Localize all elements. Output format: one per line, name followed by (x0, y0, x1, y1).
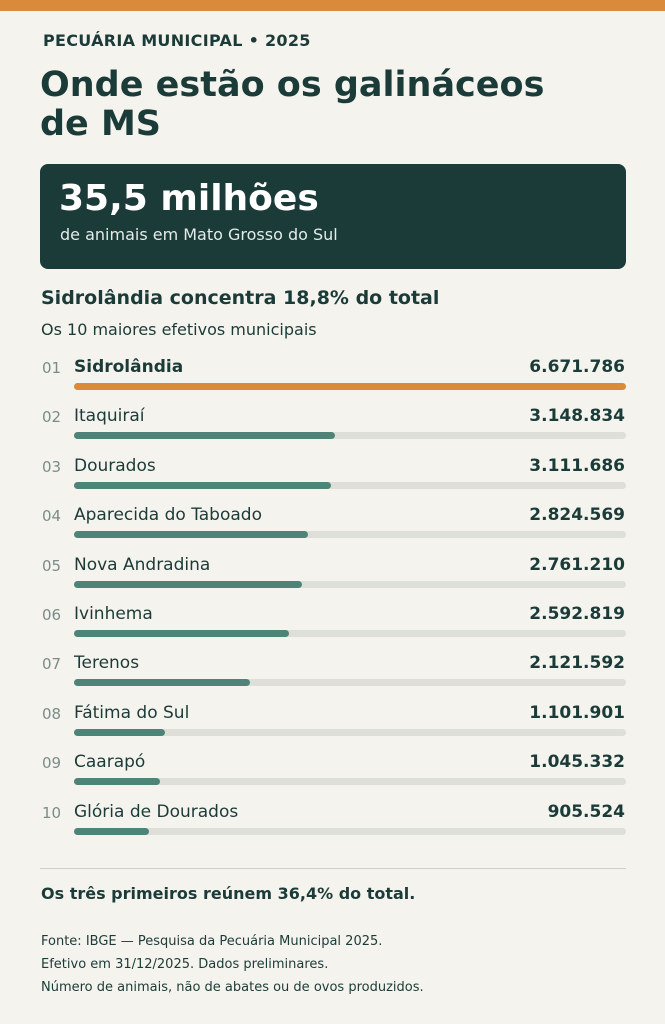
data-label: 2.121.592 (529, 653, 625, 674)
chart-subtitle: Os 10 maiores efetivos municipais (41, 320, 317, 339)
bar-row: 03 Dourados 3.111.686 (0, 455, 665, 502)
data-label: 2.761.210 (529, 554, 625, 575)
category-label: Ivinhema (74, 604, 153, 624)
bar-row: 07 Terenos 2.121.592 (0, 653, 665, 699)
hero-label: de animais em Mato Grosso do Sul (60, 225, 338, 244)
rank-label: 02 (42, 408, 62, 427)
bar-track (74, 827, 626, 835)
chart-title: Sidrolândia concentra 18,8% do total (41, 287, 440, 309)
bar-track (74, 580, 626, 588)
bar-track (74, 432, 626, 440)
hero-value: 35,5 milhões (59, 178, 319, 219)
bar-row: 09 Caarapó 1.045.332 (0, 752, 665, 798)
bar-track (74, 531, 626, 539)
footer-notes: Fonte: IBGE — Pesquisa da Pecuária Munic… (41, 930, 424, 999)
bar (74, 531, 308, 539)
footer-unit: Número de animais, não de abates ou de o… (41, 980, 424, 995)
bar-row: 02 Itaquiraí 3.148.834 (0, 406, 665, 452)
bar-row: 04 Aparecida do Taboado 2.824.569 (0, 505, 665, 551)
category-label: Fátima do Sul (74, 702, 190, 723)
bar-track (74, 778, 626, 786)
bar-row: 05 Nova Andradina 2.761.210 (0, 554, 665, 601)
rank-label: 01 (42, 359, 62, 377)
data-label: 3.148.834 (529, 406, 625, 427)
category-label: Dourados (74, 455, 156, 476)
bar-track (74, 481, 626, 489)
category-label: Terenos (74, 653, 140, 674)
category-label: Itaquiraí (74, 406, 145, 427)
bar-track (74, 679, 626, 687)
data-label: 1.101.901 (529, 702, 625, 723)
data-label: 6.671.786 (529, 357, 625, 377)
data-label: 2.592.819 (529, 604, 625, 624)
rank-label: 07 (42, 655, 62, 674)
rank-label: 03 (42, 457, 62, 476)
rank-label: 05 (42, 556, 62, 575)
category-label: Aparecida do Taboado (74, 505, 262, 526)
divider (40, 868, 626, 869)
rank-label: 09 (42, 754, 62, 773)
bar (74, 679, 250, 687)
bar-row: 08 Fátima do Sul 1.101.901 (0, 702, 665, 749)
bar (74, 728, 166, 736)
footer-source: Fonte: IBGE — Pesquisa da Pecuária Munic… (41, 934, 383, 949)
bar (74, 630, 289, 637)
bar-track (74, 383, 626, 390)
category-label: Glória de Dourados (74, 801, 239, 822)
bar-track (74, 630, 626, 637)
rank-label: 06 (42, 606, 62, 624)
top-accent-bar (0, 0, 665, 11)
rank-label: 10 (42, 803, 62, 822)
bar-track (74, 728, 626, 736)
bar-row: 01 Sidrolândia 6.671.786 (0, 357, 665, 403)
category-label: Caarapó (74, 752, 146, 773)
bar-row: 10 Glória de Dourados 905.524 (0, 801, 665, 848)
bar (74, 481, 332, 489)
data-label: 3.111.686 (529, 455, 625, 476)
rank-label: 04 (42, 507, 62, 526)
hero-card: 35,5 milhões de animais em Mato Grosso d… (40, 164, 626, 269)
category-label: Sidrolândia (74, 357, 184, 377)
summary-note: Os três primeiros reúnem 36,4% do total. (41, 884, 416, 903)
data-label: 1.045.332 (529, 752, 625, 773)
footer-date: Efetivo em 31/12/2025. Dados preliminare… (41, 957, 329, 972)
page-title: Onde estão os galináceos de MS (40, 65, 545, 144)
bar (74, 580, 303, 588)
data-label: 2.824.569 (529, 505, 625, 526)
data-label: 905.524 (547, 801, 625, 822)
bar (74, 778, 161, 786)
bar (74, 827, 149, 835)
kicker: PECUÁRIA MUNICIPAL • 2025 (43, 31, 311, 50)
rank-label: 08 (42, 704, 62, 723)
bar (74, 383, 626, 390)
category-label: Nova Andradina (74, 554, 211, 575)
bar-row: 06 Ivinhema 2.592.819 (0, 604, 665, 650)
bar (74, 432, 335, 440)
